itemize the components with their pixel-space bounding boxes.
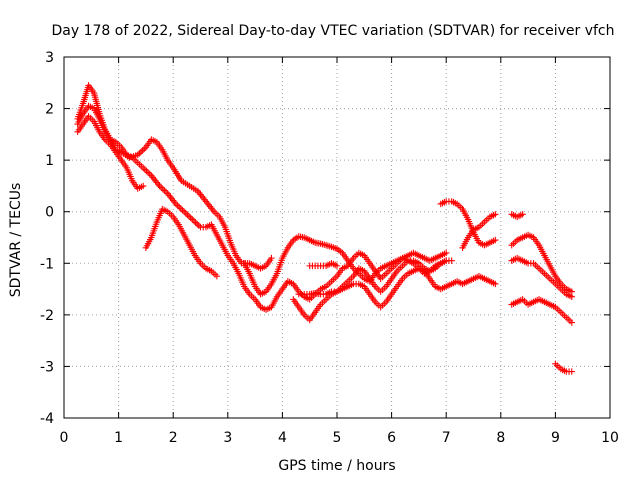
data-point [443,249,450,257]
series-track-3 [74,102,450,313]
series-track-15 [552,360,575,375]
y-tick-label: -1 [40,256,54,272]
data-point [141,166,149,173]
data-point [146,170,153,178]
x-tick-label: 6 [387,430,396,446]
data-point [139,147,146,154]
data-point [333,262,341,270]
data-point [157,184,165,191]
data-point [492,236,499,244]
data-point [492,280,499,288]
series-track-2 [74,113,147,192]
series-track-11 [508,211,526,221]
series-track-4 [142,205,221,280]
data-point [568,319,575,326]
series-track-14 [508,296,575,326]
data-point [519,211,526,218]
data-point [448,257,455,264]
x-tick-label: 1 [114,430,123,446]
data-point [195,222,203,229]
x-tick-label: 9 [551,430,560,446]
series-track-10 [459,211,499,252]
data-point [185,213,193,220]
series-track-12 [508,231,575,295]
data-point [192,219,199,226]
y-tick-label: 2 [45,102,54,118]
series-track-1 [74,82,275,272]
y-tick-label: 3 [45,50,54,66]
data-point [162,188,170,196]
data-point [194,220,201,228]
data-point [179,206,186,214]
series-track-13 [508,254,575,301]
axis-ticks [63,56,611,419]
y-tick-label: 0 [45,205,54,221]
data-point [139,182,147,190]
data-point [268,254,275,262]
y-tick-label: 1 [45,153,54,169]
data-point [176,203,183,211]
series-track-9 [437,198,499,249]
y-tick-label: -3 [40,359,54,375]
data-point [568,368,575,375]
x-axis-label: GPS time / hours [278,458,395,474]
x-tick-label: 2 [169,430,178,446]
x-tick-label: 0 [60,430,69,446]
data-point [213,272,221,280]
data-point [189,216,196,223]
chart-title: Day 178 of 2022, Sidereal Day-to-day VTE… [51,23,614,39]
y-tick-label: -2 [40,308,54,324]
data-point [187,214,194,222]
data-point [184,211,191,219]
x-tick-label: 4 [278,430,287,446]
data-point [177,205,185,212]
data-point [180,208,188,215]
data-point [141,145,148,152]
data-point [190,217,198,225]
data-point [174,202,181,209]
series-track-8 [295,265,499,311]
x-tick-label: 7 [442,430,451,446]
y-axis-tick-labels: 3 2 1 0 -1 -2 -3 -4 [40,50,54,427]
data-point [161,187,168,194]
series-track-7 [306,260,341,270]
x-tick-label: 5 [333,430,342,446]
y-axis-label: SDTVAR / TECUs [8,183,24,298]
data-point [143,167,150,175]
data-series [74,82,575,375]
x-tick-label: 8 [496,430,505,446]
series-track-5 [240,233,455,298]
x-axis-tick-labels: 0 1 2 3 4 5 6 7 8 9 10 [60,430,619,446]
data-point [568,293,575,301]
series-track-6 [290,257,450,324]
x-tick-label: 10 [601,430,619,446]
y-tick-label: -4 [40,411,54,427]
data-point [182,210,189,217]
data-point [443,257,450,264]
data-point [137,148,145,156]
data-point [159,185,167,193]
x-tick-label: 3 [223,430,232,446]
data-point [492,211,499,218]
data-point [144,169,152,176]
